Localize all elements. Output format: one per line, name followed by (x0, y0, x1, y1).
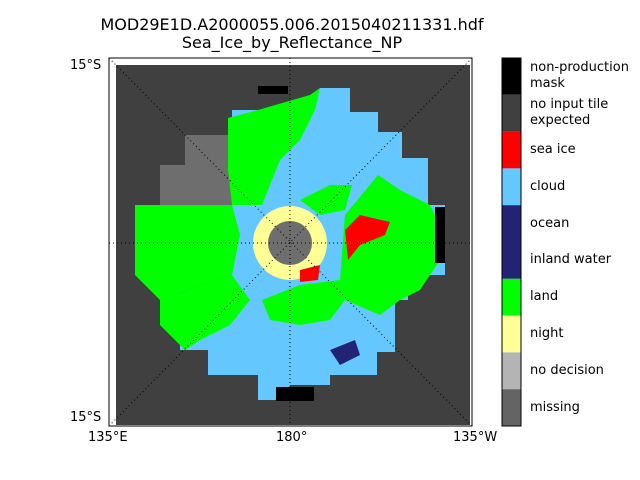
colorbar-label: inland water (530, 252, 612, 268)
graticule (108, 57, 473, 427)
mask-region-3 (258, 86, 288, 94)
colorbar-swatch (502, 205, 521, 242)
map-frame (108, 57, 473, 427)
colorbar-swatch (502, 389, 521, 426)
colorbar-swatch (502, 58, 521, 95)
colorbar-swatch (502, 315, 521, 353)
title-line-1: MOD29E1D.A2000055.006.2015040211331.hdf (100, 15, 484, 34)
land-region-2 (135, 205, 240, 300)
colorbar-label: night (530, 326, 564, 341)
sea-ice-region-1 (345, 215, 390, 260)
colorbar-label: land (530, 289, 559, 305)
sea-ice-region-2 (300, 265, 320, 282)
title-line-2: Sea_Ice_by_Reflectance_NP (181, 33, 403, 52)
colorbar-swatch (502, 278, 521, 316)
lat-label-top: 15°S (70, 58, 102, 73)
lon-label-left: 135°E (88, 430, 128, 445)
colorbar-frame (501, 57, 522, 427)
land-region-5 (340, 175, 445, 315)
colorbar-label: ocean (530, 215, 570, 231)
lon-label-center: 180° (276, 430, 308, 445)
colorbar-label: cloud (530, 178, 566, 194)
lon-label-right: 135°W (453, 430, 498, 445)
mask-region-2 (276, 387, 314, 401)
colorbar-swatch (502, 352, 521, 390)
land-region-3 (160, 275, 250, 350)
colorbar-label: no input tile expected (530, 97, 609, 129)
colorbar-swatch (502, 168, 521, 206)
land-region-4 (262, 280, 345, 325)
land-region-6 (300, 185, 352, 215)
lat-label-bottom: 15°S (70, 410, 102, 425)
mask-region-1 (435, 207, 445, 263)
colorbar-label: non-production mask (530, 60, 629, 92)
colorbar-swatch (502, 131, 521, 169)
colorbar-swatch (502, 94, 521, 132)
colorbar-label: no decision (530, 362, 604, 378)
colorbar-label: sea ice (530, 142, 576, 157)
colorbar-swatch (502, 242, 521, 279)
land-region-1 (228, 88, 320, 205)
ocean-region (330, 340, 360, 365)
colorbar-label: missing (530, 399, 580, 415)
